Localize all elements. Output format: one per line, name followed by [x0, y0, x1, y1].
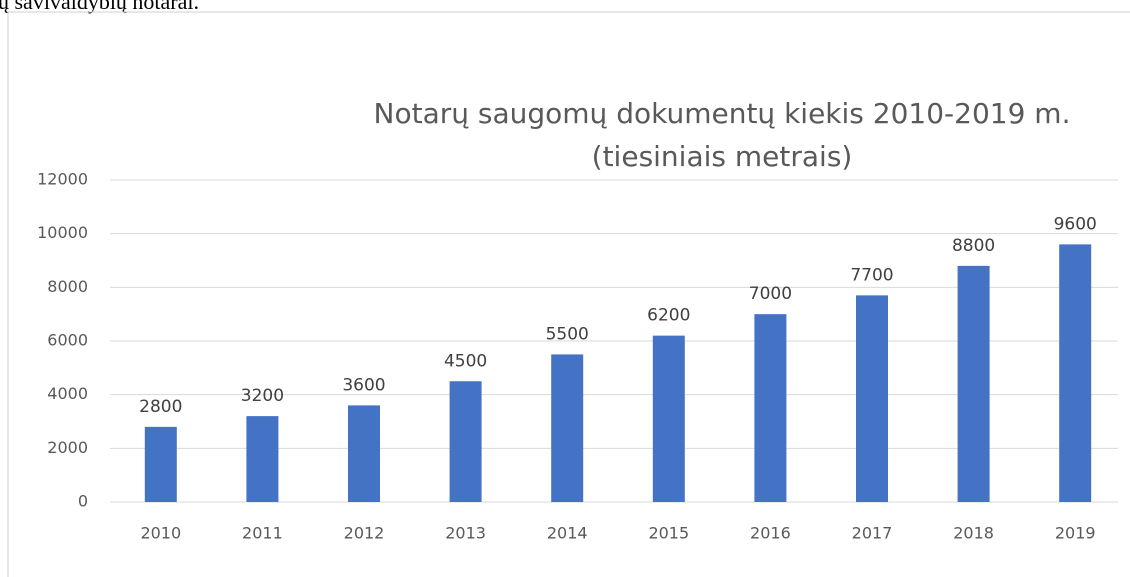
- bar: [856, 295, 888, 502]
- data-label: 7000: [749, 284, 792, 304]
- bar: [144, 426, 177, 502]
- x-tick-label: 2013: [445, 524, 486, 543]
- y-tick-label: 8000: [47, 277, 88, 296]
- data-label: 3200: [241, 386, 284, 406]
- x-tick-label: 2018: [953, 524, 994, 543]
- data-label: 6200: [647, 306, 690, 326]
- y-tick-label: 10000: [37, 223, 88, 242]
- y-tick-label: 0: [78, 492, 88, 511]
- data-label: 9600: [1054, 214, 1097, 234]
- chart-subtitle: (tiesiniais metrais): [592, 140, 853, 173]
- y-tick-label: 12000: [37, 170, 88, 189]
- x-tick-label: 2017: [852, 524, 893, 543]
- bar: [652, 335, 685, 502]
- data-label: 5500: [546, 324, 589, 344]
- chart-title: Notarų saugomų dokumentų kiekis 2010-201…: [374, 97, 1071, 130]
- data-label: 8800: [952, 236, 995, 256]
- bar: [449, 381, 482, 502]
- x-tick-label: 2016: [750, 524, 791, 543]
- bar: [246, 416, 279, 502]
- bar: [348, 405, 380, 502]
- x-tick-label: 2012: [344, 524, 385, 543]
- data-label: 3600: [342, 375, 385, 395]
- x-tick-label: 2014: [547, 524, 588, 543]
- document-text: ų savivaldybių notarai.: [0, 0, 199, 14]
- bar: [551, 354, 584, 502]
- data-label: 2800: [139, 397, 182, 417]
- bar: [957, 265, 990, 502]
- x-tick-label: 2015: [648, 524, 689, 543]
- y-tick-label: 2000: [47, 438, 88, 457]
- y-tick-label: 6000: [47, 331, 88, 350]
- bar: [754, 314, 787, 502]
- data-label: 4500: [444, 351, 487, 371]
- data-label: 7700: [850, 265, 893, 285]
- x-tick-label: 2019: [1055, 524, 1096, 543]
- x-tick-label: 2011: [242, 524, 283, 543]
- bar: [1059, 244, 1092, 502]
- x-tick-label: 2010: [140, 524, 181, 543]
- y-tick-label: 4000: [47, 384, 88, 403]
